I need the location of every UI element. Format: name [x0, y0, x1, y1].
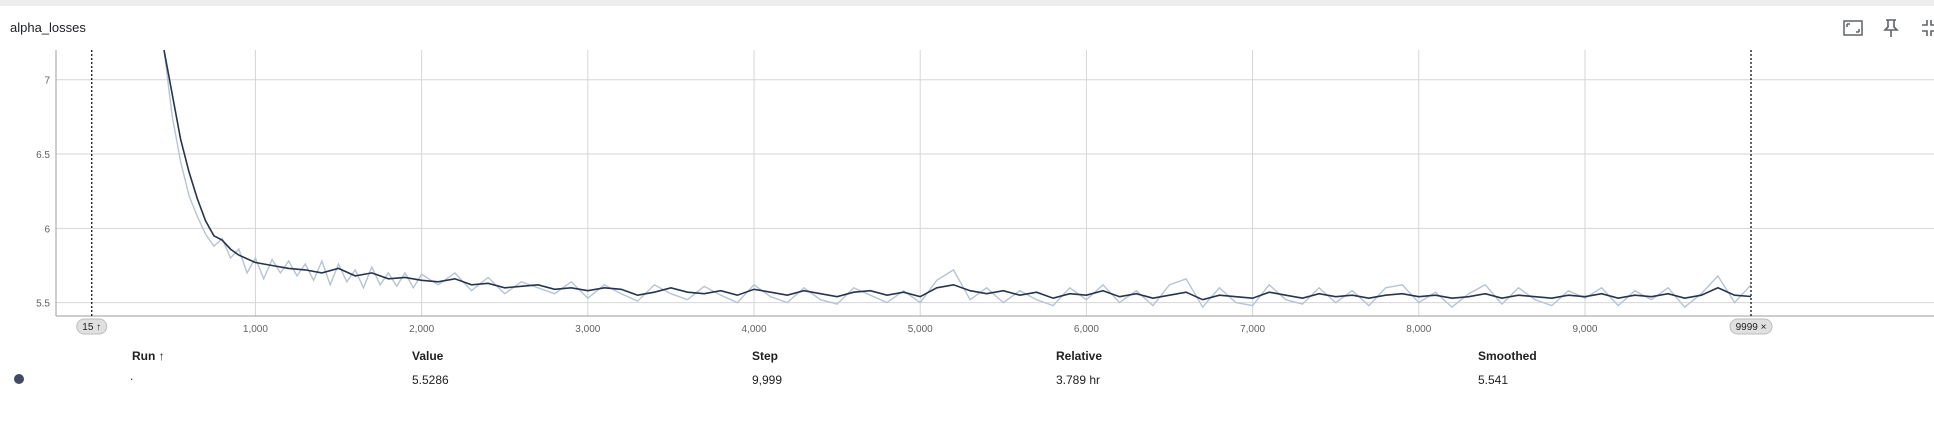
cell-relative: 3.789 hr: [1056, 373, 1101, 387]
x-tick-label: 3,000: [575, 324, 600, 335]
x-tick-label: 6,000: [1074, 324, 1099, 335]
range-markers: 15 ↑ 9999 ×: [76, 50, 1773, 335]
x-tick-label: 8,000: [1406, 324, 1431, 335]
cell-step: 9,999: [752, 373, 783, 387]
card-title: alpha_losses: [10, 20, 86, 35]
line-chart: 5.5 6 6.5 7 1,000 2,000 3,000 4,000 5,000 6,000 7,…: [36, 50, 1934, 335]
chart-series: [163, 50, 1752, 309]
col-header-run[interactable]: Run ↑: [132, 349, 165, 363]
x-tick-label: 2,000: [409, 324, 434, 335]
y-tick-label: 6: [44, 224, 50, 235]
y-tick-label: 5.5: [36, 299, 50, 310]
x-tick-label: 5,000: [908, 324, 933, 335]
cell-value: 5.5286: [412, 373, 449, 387]
smoothed-series-line: [163, 50, 1752, 301]
x-tick-label: 1,000: [243, 324, 268, 335]
pin-icon[interactable]: [1880, 17, 1902, 39]
col-header-step[interactable]: Step: [752, 349, 779, 363]
collapse-icon[interactable]: [1918, 17, 1934, 39]
chart-axes: 5.5 6 6.5 7 1,000 2,000 3,000 4,000 5,000 6,000 7,…: [36, 50, 1934, 335]
range-marker-pill[interactable]: [1729, 318, 1773, 335]
y-tick-label: 6.5: [36, 150, 50, 161]
fullscreen-icon[interactable]: [1842, 17, 1864, 39]
range-marker-pill[interactable]: [76, 318, 108, 335]
raw-series-line: [163, 50, 1752, 309]
y-tick-label: 7: [44, 76, 50, 87]
run-name: .: [130, 369, 134, 383]
run-color-dot: [14, 374, 24, 384]
range-marker-label: 9999 ×: [1736, 322, 1767, 333]
top-border: [0, 0, 1934, 6]
col-header-value[interactable]: Value: [412, 349, 444, 363]
range-marker-label: 15 ↑: [82, 322, 101, 333]
x-tick-label: 4,000: [742, 324, 767, 335]
x-tick-label: 7,000: [1240, 324, 1265, 335]
cell-smoothed: 5.541: [1478, 373, 1509, 387]
chart-grid: [56, 50, 1934, 316]
x-tick-label: 9,000: [1572, 324, 1597, 335]
col-header-relative[interactable]: Relative: [1056, 349, 1103, 363]
col-header-smoothed[interactable]: Smoothed: [1478, 349, 1537, 363]
